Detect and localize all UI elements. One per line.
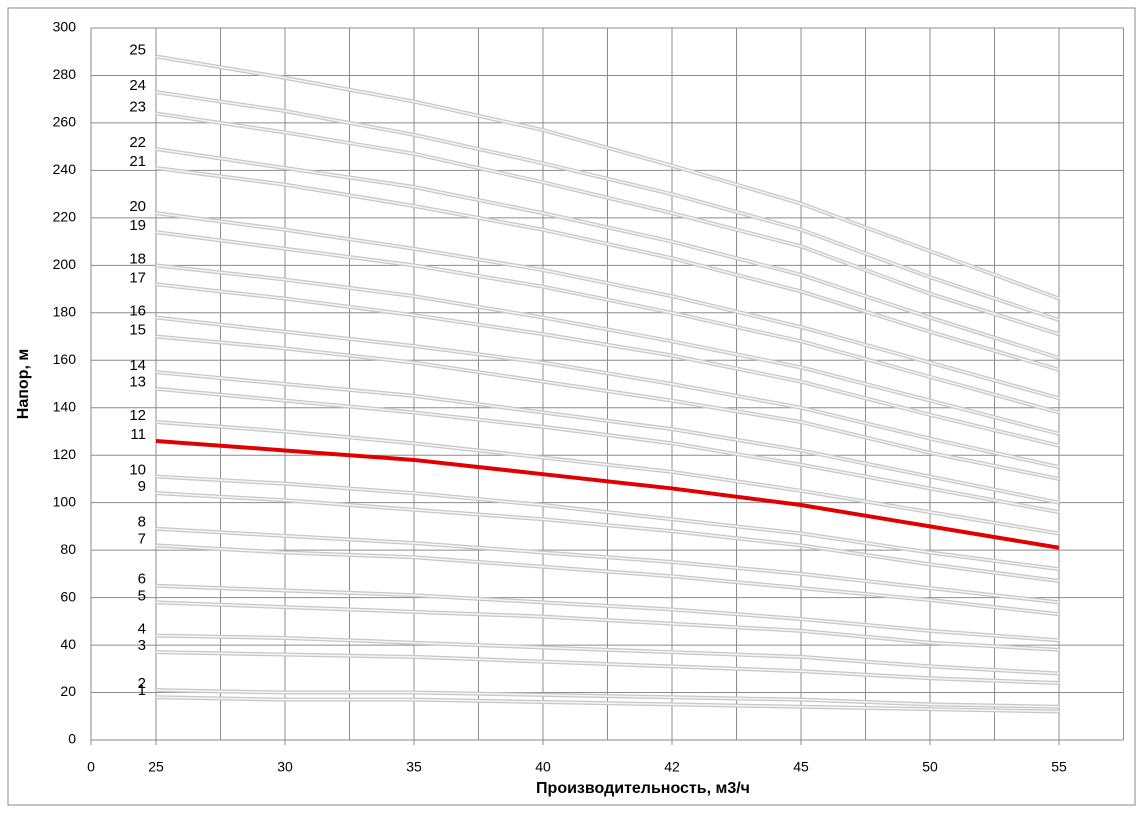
series-line <box>155 55 1060 300</box>
y-tick-label: 40 <box>60 636 76 652</box>
y-tick-label: 20 <box>60 683 76 699</box>
y-tick-label: 220 <box>53 209 77 225</box>
series-line <box>155 335 1060 480</box>
x-tick-label: 25 <box>148 759 164 775</box>
y-tick-label: 120 <box>53 446 77 462</box>
x-tick-label: 30 <box>277 759 293 775</box>
series-label: 7 <box>138 530 146 547</box>
series-line <box>155 112 1060 335</box>
x-tick-label: 0 <box>87 759 95 775</box>
y-tick-label: 160 <box>53 351 77 367</box>
series-line <box>155 634 1060 675</box>
series-label: 2 <box>138 675 146 692</box>
series-line <box>155 91 1060 321</box>
series-label: 9 <box>138 478 146 495</box>
series-line <box>155 212 1060 399</box>
series-label: 6 <box>138 571 146 588</box>
series-label: 24 <box>129 77 146 94</box>
series-line <box>155 371 1060 504</box>
series-line <box>155 492 1060 582</box>
series-label: 1 <box>138 682 146 699</box>
series-label: 8 <box>138 514 146 531</box>
x-tick-label: 42 <box>664 759 680 775</box>
y-tick-label: 100 <box>53 493 77 509</box>
x-tick-label: 55 <box>1051 759 1067 775</box>
y-tick-label: 0 <box>68 731 76 747</box>
x-tick-label: 35 <box>406 759 422 775</box>
series-label: 10 <box>129 462 146 479</box>
series-label: 22 <box>129 134 146 151</box>
series-line <box>155 584 1060 642</box>
series-label: 16 <box>129 303 146 320</box>
series-line <box>155 601 1060 651</box>
y-tick-label: 180 <box>53 304 77 320</box>
series-line <box>155 148 1060 359</box>
chart-border <box>7 7 1136 806</box>
series-line <box>155 696 1060 713</box>
series-label: 5 <box>138 587 146 604</box>
series-label: 25 <box>129 41 146 58</box>
y-tick-label: 260 <box>53 114 77 130</box>
series-label: 17 <box>129 269 146 286</box>
series-line <box>155 421 1060 535</box>
y-tick-label: 60 <box>60 588 76 604</box>
series-line <box>155 167 1060 371</box>
series-line <box>155 651 1060 684</box>
y-tick-label: 80 <box>60 541 76 557</box>
series-label: 19 <box>129 217 146 234</box>
series-line <box>155 316 1060 468</box>
series-label: 11 <box>130 426 146 443</box>
series-label: 18 <box>129 250 146 267</box>
x-tick-label: 50 <box>922 759 938 775</box>
y-tick-label: 280 <box>53 66 77 82</box>
y-tick-label: 140 <box>53 398 77 414</box>
y-tick-label: 300 <box>53 19 77 35</box>
series-line <box>155 387 1060 513</box>
series-label: 12 <box>129 407 146 424</box>
series-line <box>155 264 1060 435</box>
series-line <box>155 438 1060 550</box>
series-label: 13 <box>129 374 146 391</box>
series-label: 20 <box>129 198 146 215</box>
series-label: 14 <box>129 357 146 374</box>
series-line <box>155 528 1060 604</box>
series-label: 21 <box>129 153 146 170</box>
x-axis-label: Производительность, м3/ч <box>536 780 750 797</box>
series-label: 4 <box>138 621 146 638</box>
y-axis-label: Напор, м <box>15 349 32 419</box>
y-tick-label: 200 <box>53 256 77 272</box>
series-line <box>155 475 1060 570</box>
series-line <box>155 544 1060 615</box>
series-line <box>155 231 1060 414</box>
y-tick-label: 240 <box>53 161 77 177</box>
x-tick-label: 45 <box>793 759 809 775</box>
series-label: 15 <box>129 322 146 339</box>
series-label: 23 <box>129 98 146 115</box>
series-line <box>155 689 1060 708</box>
x-tick-label: 40 <box>535 759 551 775</box>
series-label: 3 <box>138 637 146 654</box>
series-line <box>155 283 1060 447</box>
